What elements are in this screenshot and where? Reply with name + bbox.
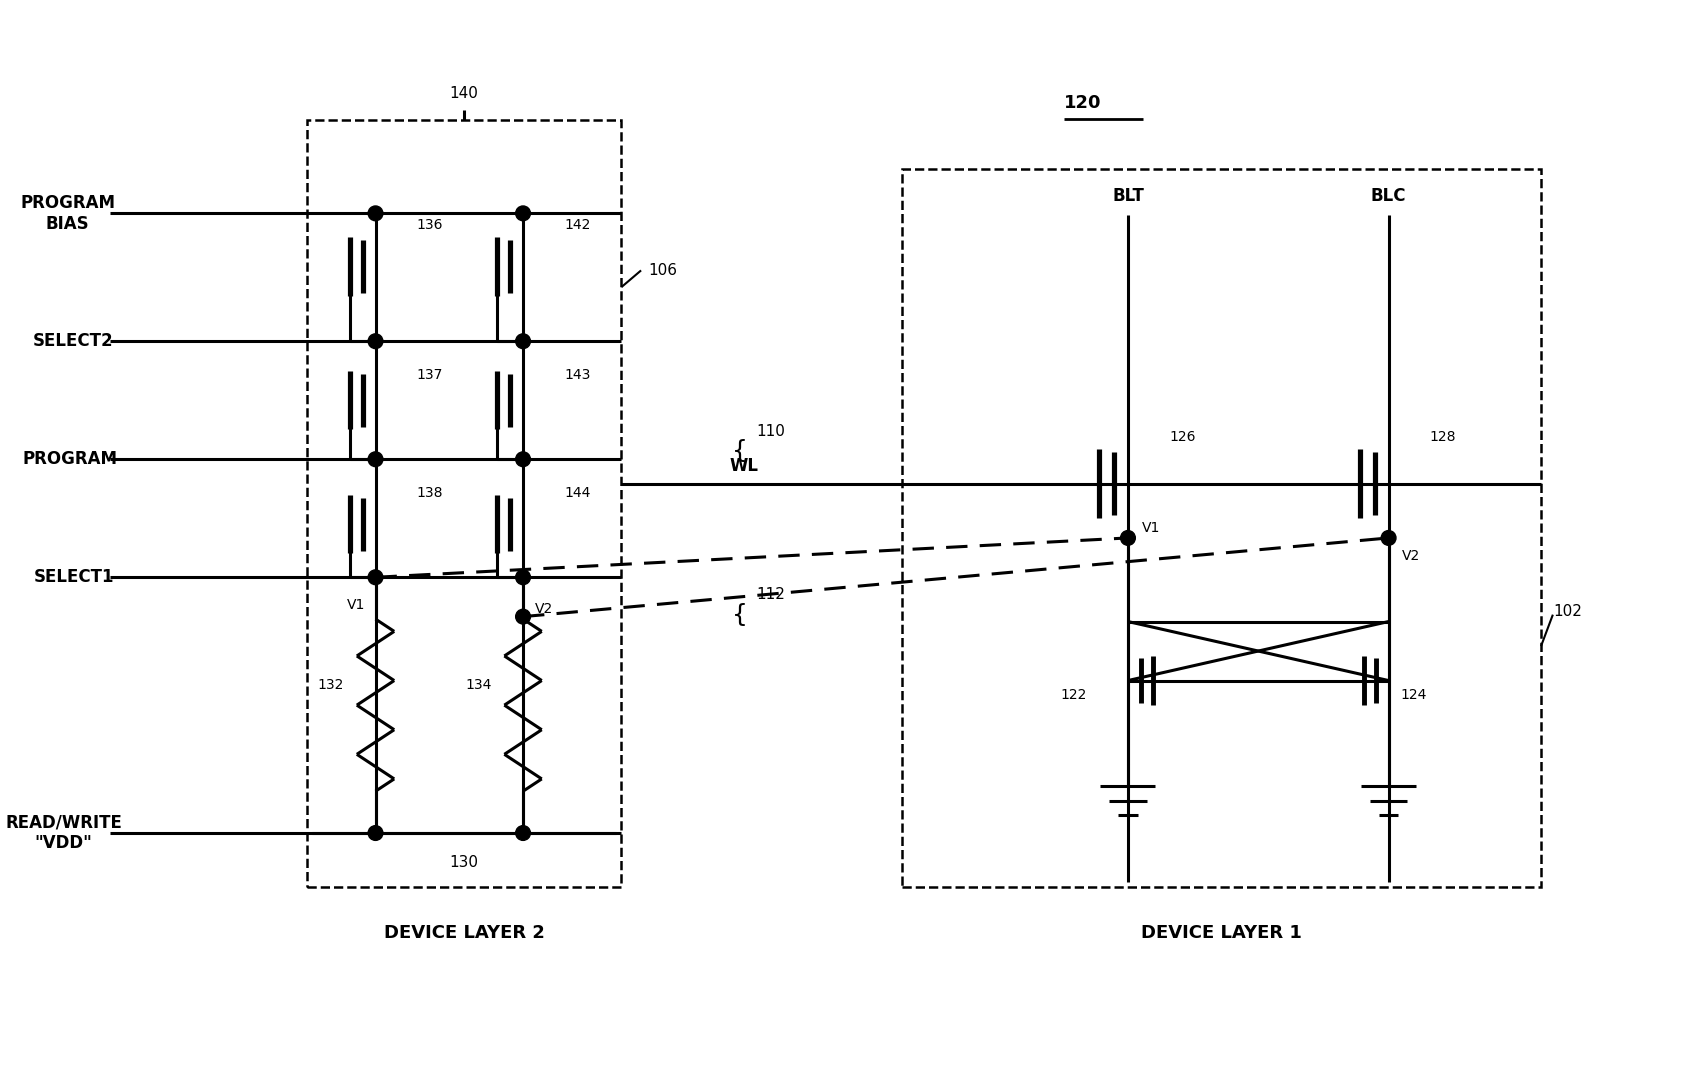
Text: 136: 136	[417, 218, 443, 232]
Circle shape	[515, 334, 530, 348]
Circle shape	[515, 452, 530, 467]
Text: {: {	[731, 602, 747, 627]
Text: 122: 122	[1061, 688, 1086, 703]
Text: PROGRAM: PROGRAM	[22, 451, 117, 468]
Text: READ/WRITE
"VDD": READ/WRITE "VDD"	[5, 814, 122, 852]
Text: 130: 130	[449, 855, 478, 870]
Circle shape	[1382, 531, 1397, 546]
Circle shape	[515, 609, 530, 624]
Text: 134: 134	[464, 678, 491, 692]
Circle shape	[515, 826, 530, 841]
Text: 132: 132	[318, 678, 345, 692]
Circle shape	[368, 452, 383, 467]
Text: BLC: BLC	[1371, 187, 1407, 205]
Text: 124: 124	[1400, 688, 1427, 703]
Text: DEVICE LAYER 2: DEVICE LAYER 2	[383, 924, 544, 942]
Text: 120: 120	[1064, 94, 1101, 112]
Text: BLT: BLT	[1111, 187, 1143, 205]
Text: {: {	[731, 439, 747, 464]
Text: 102: 102	[1552, 604, 1581, 619]
Text: SELECT2: SELECT2	[34, 332, 113, 350]
Text: PROGRAM
BIAS: PROGRAM BIAS	[20, 194, 115, 233]
Circle shape	[515, 206, 530, 221]
Text: 142: 142	[564, 218, 591, 232]
Text: 143: 143	[564, 367, 591, 381]
Circle shape	[368, 570, 383, 584]
Text: V2: V2	[1402, 549, 1420, 563]
Circle shape	[368, 826, 383, 841]
Circle shape	[515, 570, 530, 584]
Text: 106: 106	[649, 263, 677, 278]
Text: 140: 140	[449, 85, 478, 100]
Text: 138: 138	[417, 486, 443, 500]
Circle shape	[368, 206, 383, 221]
Text: SELECT1: SELECT1	[34, 568, 113, 586]
Text: 128: 128	[1431, 429, 1456, 443]
Text: 126: 126	[1169, 429, 1196, 443]
Text: V2: V2	[535, 601, 552, 616]
Text: 112: 112	[757, 587, 785, 602]
Text: V1: V1	[348, 598, 367, 612]
Text: V1: V1	[1142, 521, 1160, 535]
Text: 110: 110	[757, 424, 785, 439]
Text: DEVICE LAYER 1: DEVICE LAYER 1	[1142, 924, 1302, 942]
Text: 144: 144	[564, 486, 591, 500]
Circle shape	[368, 334, 383, 348]
Text: 137: 137	[417, 367, 443, 381]
Bar	[902, 169, 1540, 888]
Circle shape	[1120, 531, 1135, 546]
Bar	[307, 120, 622, 888]
Text: WL: WL	[730, 457, 758, 475]
